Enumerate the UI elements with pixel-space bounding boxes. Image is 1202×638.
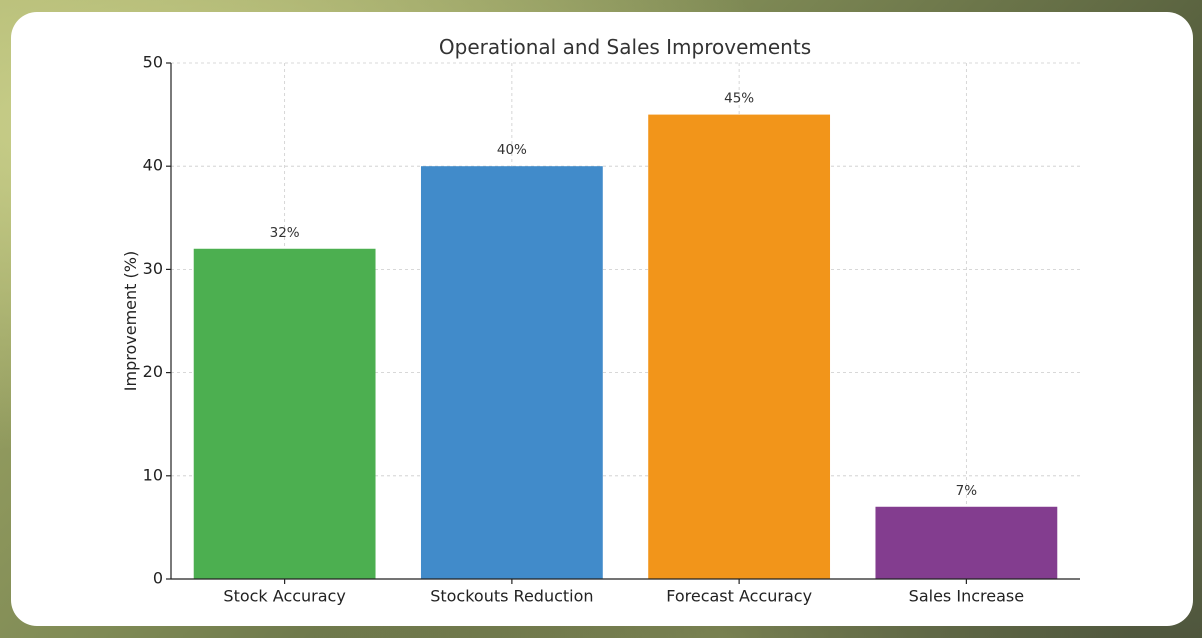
bar-stock-accuracy [193, 248, 376, 579]
y-tick-labels: 0 10 20 30 40 50 [143, 53, 163, 588]
x-tick-labels: Stock Accuracy Stockouts Reduction Forecas… [223, 587, 1024, 606]
bars [193, 114, 1058, 579]
y-tick-label: 50 [143, 53, 163, 72]
x-tick-label: Sales Increase [909, 587, 1024, 606]
chart-title: Operational and Sales Improvements [439, 35, 811, 59]
value-labels: 32% 40% 45% 7% [270, 91, 978, 499]
bar-sales-increase [875, 506, 1058, 579]
x-tick-label: Stock Accuracy [223, 587, 345, 606]
data-label: 45% [724, 91, 754, 107]
y-axis-label: Improvement (%) [121, 251, 140, 391]
x-tick-label: Stockouts Reduction [430, 587, 593, 606]
bar-forecast-accuracy [648, 114, 831, 579]
y-tick-label: 10 [143, 465, 163, 484]
y-tick-label: 30 [143, 259, 163, 278]
axes [166, 62, 1080, 584]
bar-stockouts-reduction [420, 166, 603, 579]
data-label: 32% [270, 225, 300, 241]
y-tick-label: 20 [143, 362, 163, 381]
x-tick-label: Forecast Accuracy [666, 587, 812, 606]
data-label: 7% [956, 483, 978, 499]
data-label: 40% [497, 142, 527, 158]
y-tick-label: 0 [153, 569, 163, 588]
y-tick-label: 40 [143, 156, 163, 175]
